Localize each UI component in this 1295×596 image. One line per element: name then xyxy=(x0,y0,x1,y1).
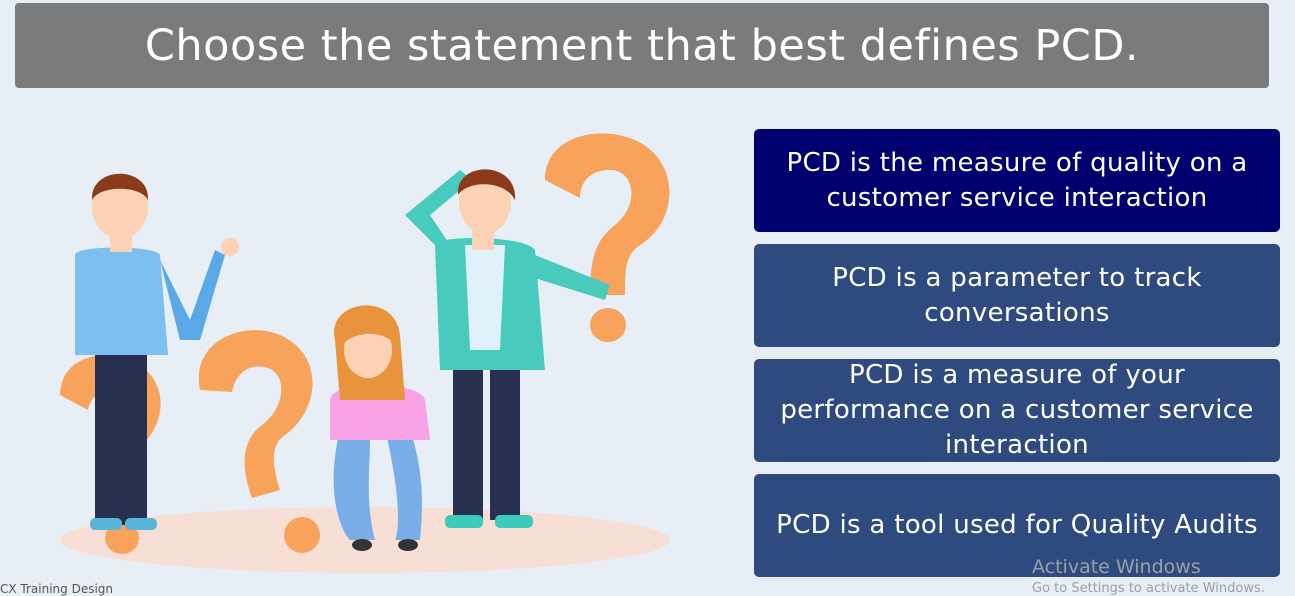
answer-option-3[interactable]: PCD is a measure of your performance on … xyxy=(754,359,1280,462)
question-title: Choose the statement that best defines P… xyxy=(144,20,1140,71)
question-mark-icon xyxy=(198,330,320,553)
answer-option-1[interactable]: PCD is the measure of quality on a custo… xyxy=(754,129,1280,232)
question-title-bar: Choose the statement that best defines P… xyxy=(15,3,1269,88)
answer-option-2-label: PCD is a parameter to track conversation… xyxy=(832,262,1202,328)
person-left xyxy=(75,173,239,530)
footer-credit: CX Training Design xyxy=(0,582,114,596)
answer-option-1-label: PCD is the measure of quality on a custo… xyxy=(786,147,1248,213)
person-right xyxy=(405,169,610,528)
confused-people-illustration xyxy=(60,133,670,573)
person-middle xyxy=(330,305,430,551)
windows-activation-watermark-subtitle: Go to Settings to activate Windows. xyxy=(1032,581,1265,596)
answer-option-2[interactable]: PCD is a parameter to track conversation… xyxy=(754,244,1280,347)
answer-option-4-label: PCD is a tool used for Quality Audits xyxy=(776,510,1258,540)
windows-activation-watermark-title: Activate Windows xyxy=(1032,556,1201,578)
answer-option-3-label: PCD is a measure of your performance on … xyxy=(780,360,1254,460)
question-mark-icon xyxy=(545,133,670,342)
answer-option-4[interactable]: PCD is a tool used for Quality Audits xyxy=(754,474,1280,577)
